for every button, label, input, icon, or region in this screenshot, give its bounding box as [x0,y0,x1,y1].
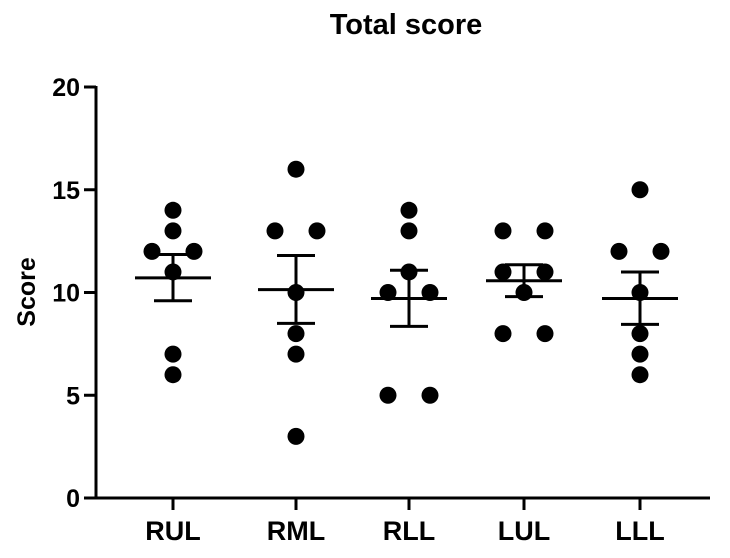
data-point [287,427,305,445]
data-point [287,284,305,301]
data-point [379,284,397,301]
data-point [536,325,554,343]
data-point [494,325,512,343]
data-point [287,345,305,363]
data-point [185,242,203,260]
data-point [266,222,284,240]
data-point [494,263,512,281]
y-tick-label: 10 [52,280,80,308]
data-point [536,263,554,281]
data-point [379,386,397,404]
data-point [631,325,649,343]
data-point [164,263,182,281]
y-tick-label: 5 [66,382,80,410]
data-point [652,242,670,260]
data-point [164,345,182,363]
data-point [164,222,182,240]
data-point [287,325,305,343]
data-point [515,284,533,301]
data-point [143,242,161,260]
x-tick-label: LLL [615,516,664,546]
data-point [421,284,439,301]
data-point [536,222,554,240]
y-tick-label: 15 [52,177,80,205]
x-tick-label: RML [267,516,325,546]
data-point [400,222,418,240]
y-tick-label: 0 [66,485,80,513]
data-point [287,160,305,178]
data-point [610,242,628,260]
data-point [400,263,418,281]
data-point [631,366,649,384]
data-points [143,160,670,445]
x-tick-label: RLL [383,516,435,546]
chart-title: Total score [330,9,483,41]
data-point [631,345,649,363]
data-point [164,366,182,384]
data-point [164,201,182,219]
x-tick-label: RUL [145,516,201,546]
data-point [494,222,512,240]
x-tick-label: LUL [498,516,550,546]
y-axis-label: Score [13,257,41,327]
y-tick-label: 20 [52,74,80,102]
y-ticks: 0 5 10 15 20 [52,74,96,513]
data-point [400,201,418,219]
data-point [631,181,649,199]
data-point [308,222,326,240]
axes [94,86,710,500]
data-point [631,284,649,301]
data-point [421,386,439,404]
x-ticks: RUL RML RLL LUL LLL [145,498,665,546]
